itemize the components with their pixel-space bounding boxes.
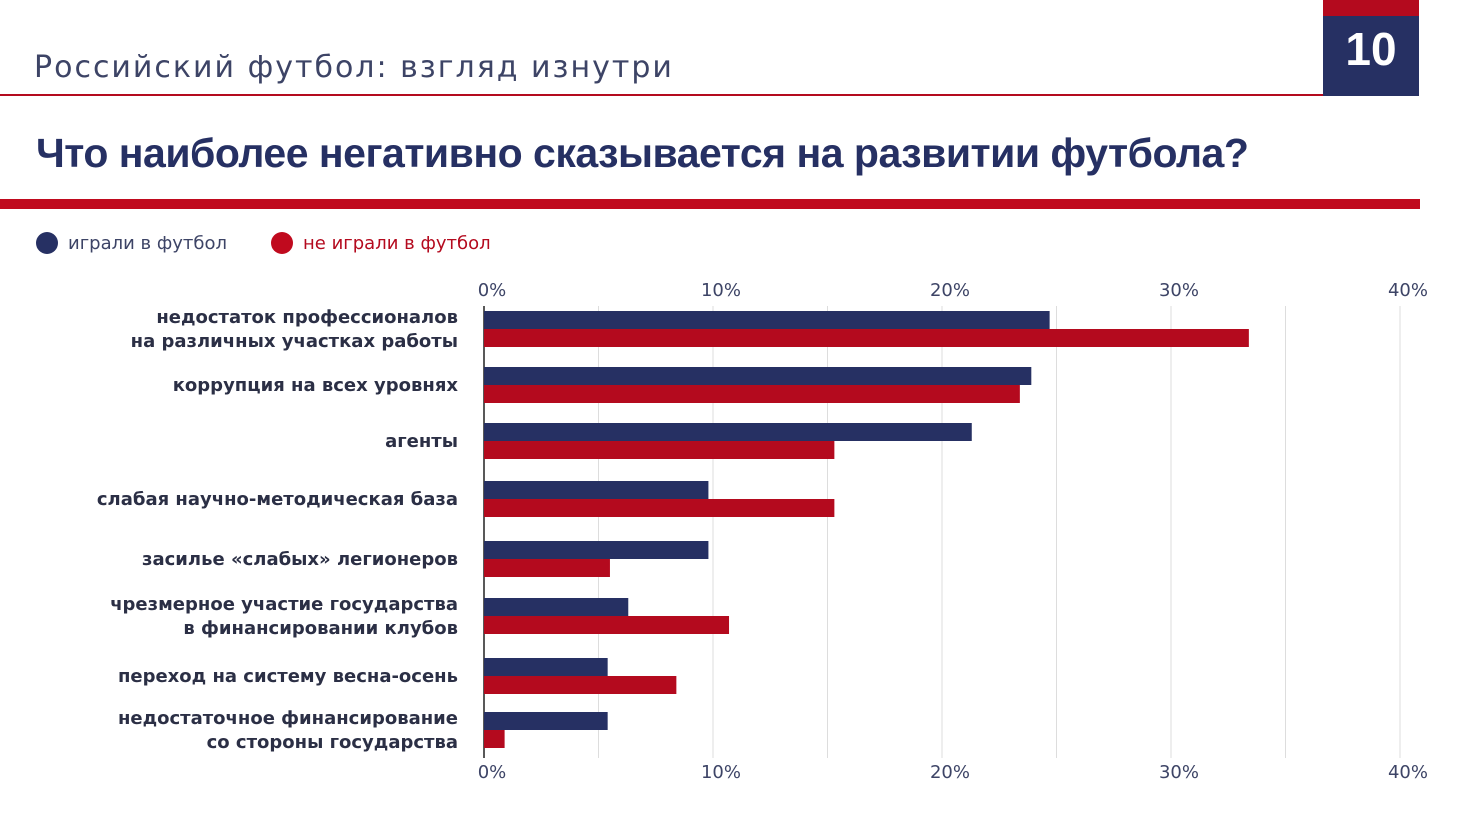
x-tick-label-bottom: 30% <box>1159 762 1199 783</box>
bar-played <box>484 423 972 441</box>
bar-played <box>484 311 1050 329</box>
bar-played <box>484 541 709 559</box>
legend-label-played: играли в футбол <box>68 232 228 254</box>
category-label: засилье «слабых» легионеров <box>142 549 458 570</box>
legend-item-played: играли в футбол <box>36 232 227 254</box>
presentation-subtitle: Российский футбол: взгляд изнутри <box>34 50 674 85</box>
bar-not-played <box>484 329 1249 347</box>
x-tick-label-bottom: 40% <box>1388 762 1428 783</box>
legend-item-not-played: не играли в футбол <box>271 232 491 254</box>
bar-not-played <box>484 730 505 748</box>
x-tick-label-bottom: 10% <box>701 762 741 783</box>
category-label: чрезмерное участие государства <box>110 594 458 615</box>
category-label: агенты <box>385 431 458 452</box>
bar-played <box>484 712 608 730</box>
legend-marker-played <box>36 232 58 254</box>
legend-marker-not-played <box>271 232 294 254</box>
x-tick-label-top: 0% <box>478 280 507 301</box>
category-label: на различных участках работы <box>131 331 458 352</box>
bar-not-played <box>484 676 677 694</box>
x-tick-label-top: 20% <box>930 280 970 301</box>
header-divider <box>0 94 1324 96</box>
x-tick-label-bottom: 20% <box>930 762 970 783</box>
x-tick-label-top: 30% <box>1159 280 1199 301</box>
x-tick-label-top: 40% <box>1388 280 1428 301</box>
bar-not-played <box>484 616 730 634</box>
category-label: недостаточное финансирование <box>118 708 458 729</box>
bar-not-played <box>484 385 1020 403</box>
bar-played <box>484 367 1032 385</box>
bar-played <box>484 598 629 616</box>
bar-not-played <box>484 499 835 517</box>
slide-title: Что наиболее негативно сказывается на ра… <box>36 130 1249 176</box>
category-label: в финансировании клубов <box>183 618 458 639</box>
category-label: недостаток профессионалов <box>156 307 458 328</box>
category-label: переход на систему весна-осень <box>118 666 458 687</box>
bar-played <box>484 658 608 676</box>
page-number-accent <box>1323 0 1419 16</box>
bar-played <box>484 481 709 499</box>
title-divider <box>0 199 1420 209</box>
bar-not-played <box>484 559 610 577</box>
bar-not-played <box>484 441 835 459</box>
category-label: слабая научно-методическая база <box>97 489 458 510</box>
category-label: со стороны государства <box>207 732 458 753</box>
category-label: коррупция на всех уровнях <box>173 375 459 396</box>
page-number-box: 10 <box>1323 0 1419 96</box>
chart-legend: играли в футбол не играли в футбол <box>36 232 535 254</box>
page-number: 10 <box>1345 23 1397 75</box>
x-tick-label-top: 10% <box>701 280 741 301</box>
x-tick-label-bottom: 0% <box>478 762 507 783</box>
legend-label-not-played: не играли в футбол <box>303 232 491 254</box>
